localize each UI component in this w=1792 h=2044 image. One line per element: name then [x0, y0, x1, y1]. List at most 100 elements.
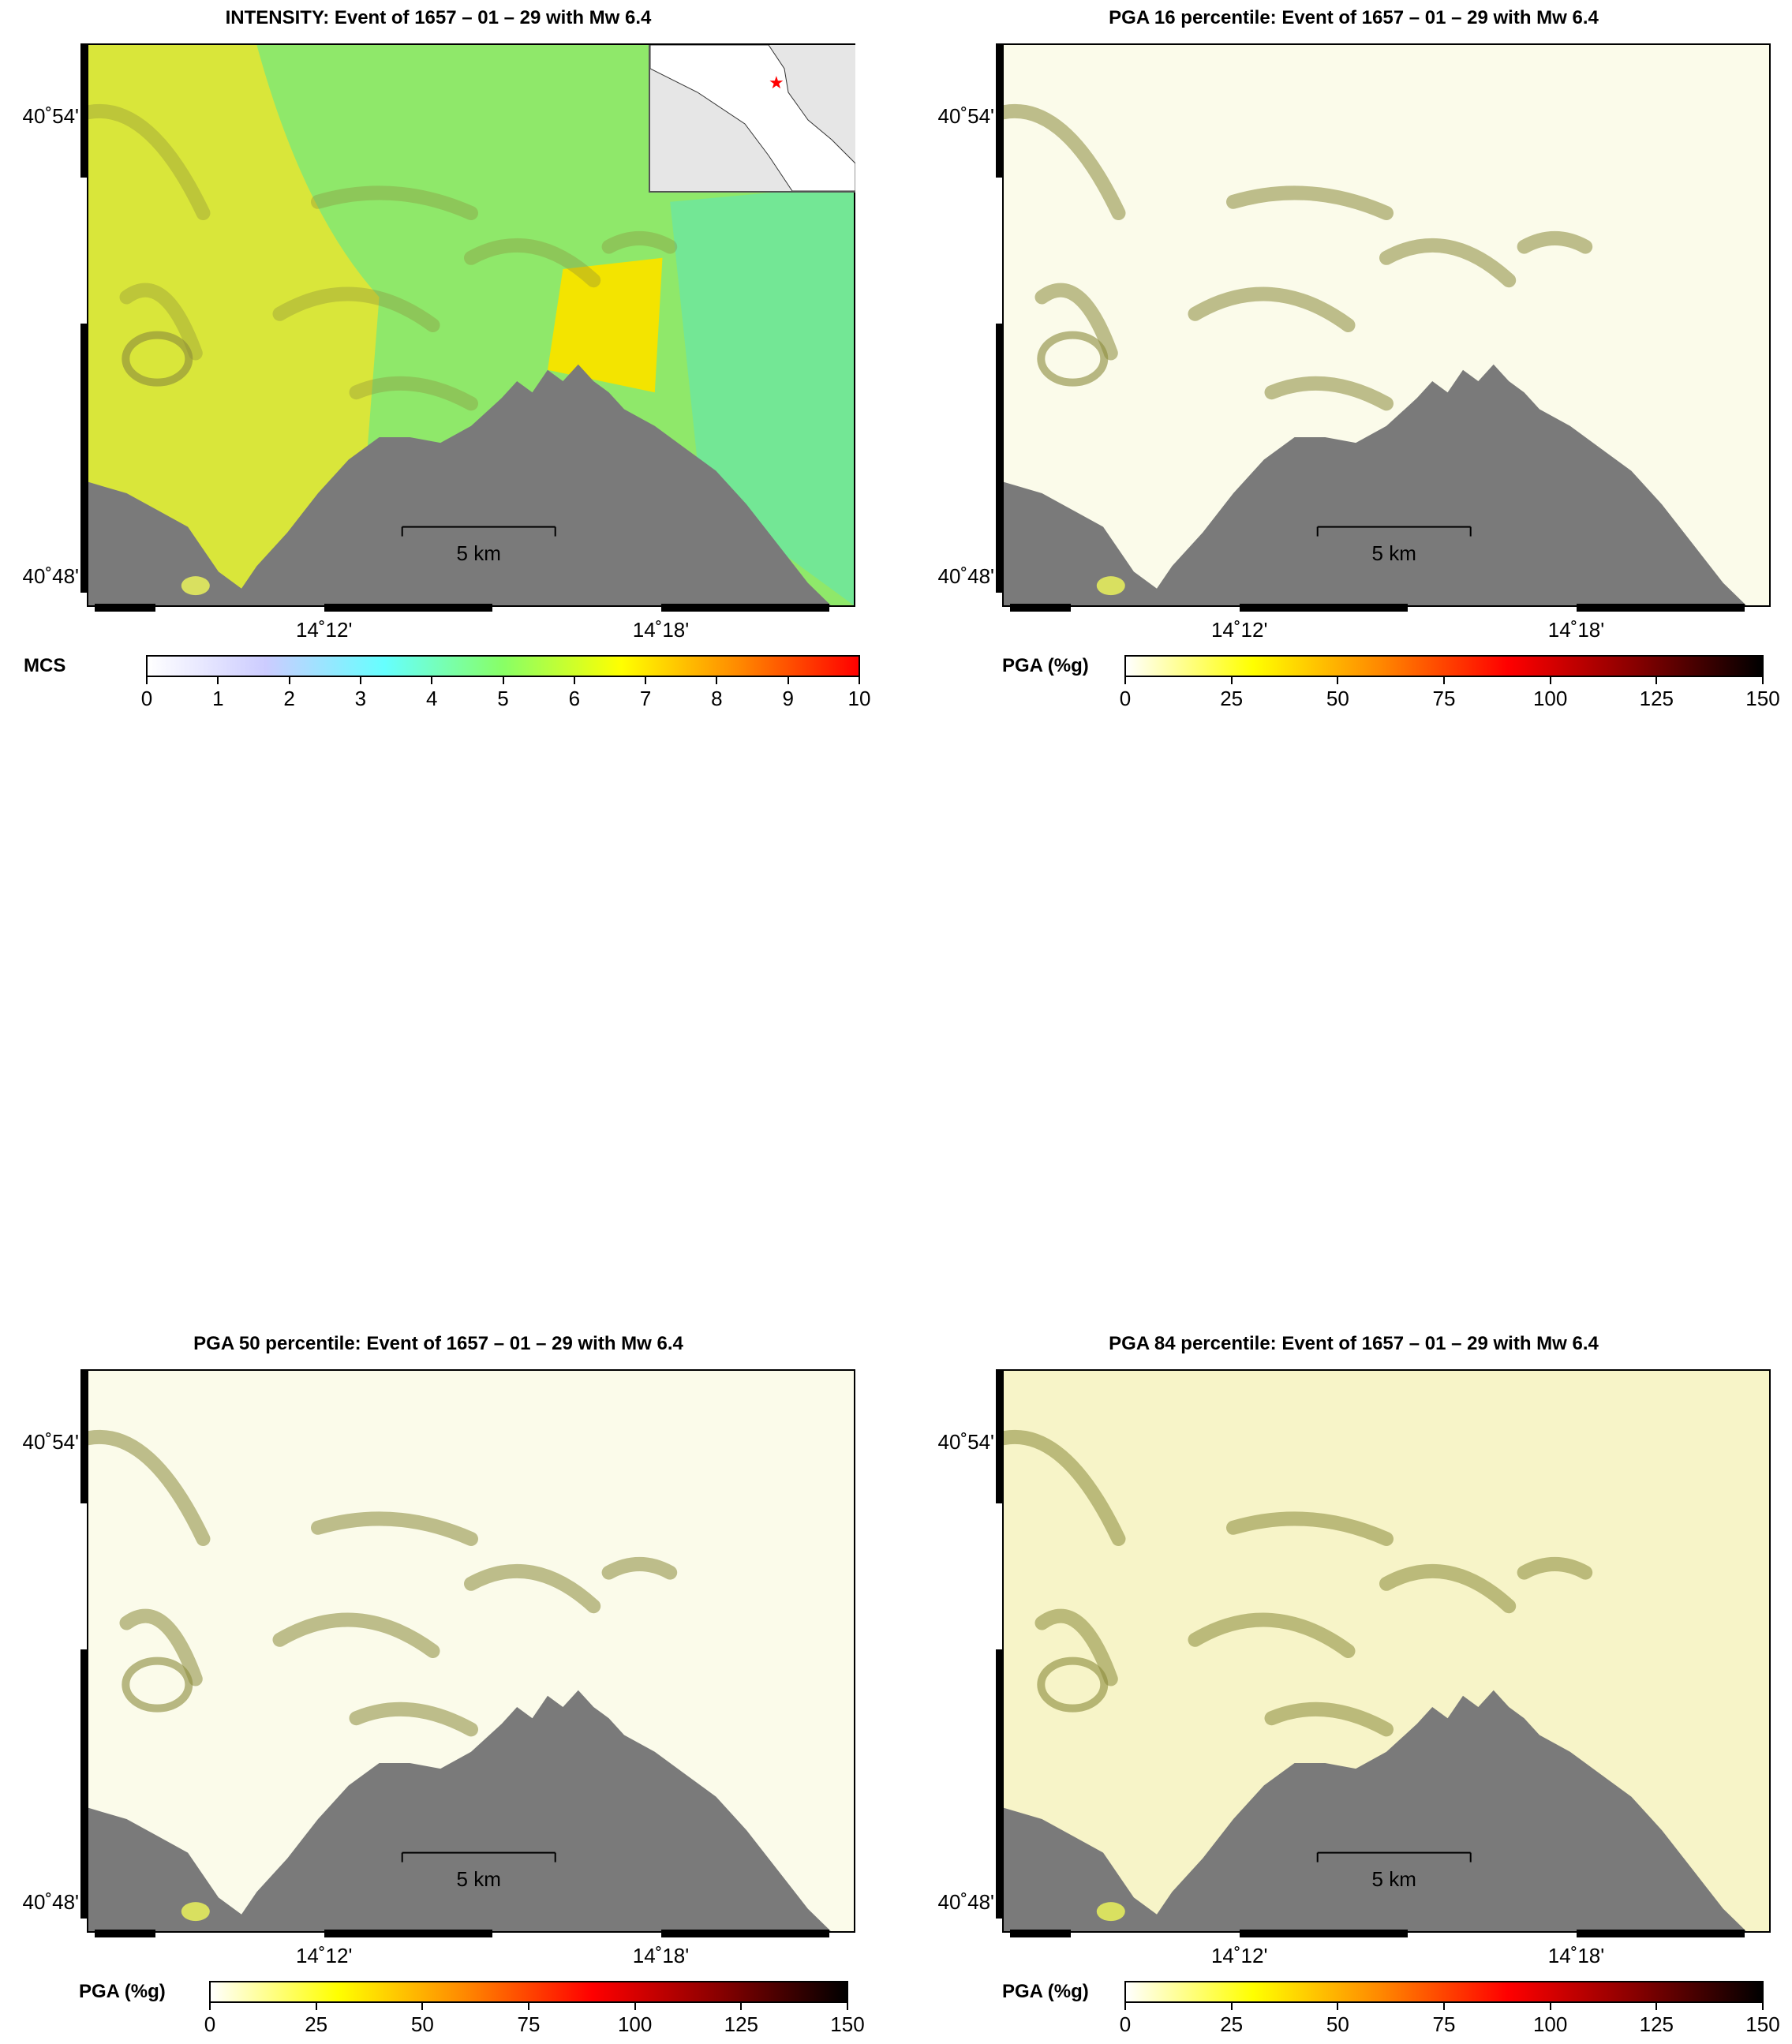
epicenter-star-icon: ★ — [769, 73, 784, 93]
lat-label: 40˚54' — [937, 1430, 994, 1454]
colorbar-tick-label: 25 — [305, 2012, 328, 2036]
scale-bar-label: 5 km — [1371, 541, 1416, 565]
colorbar-tick-label: 3 — [354, 687, 367, 710]
colorbar-tick-label: 150 — [1745, 687, 1780, 710]
lat-label: 40˚48' — [937, 1889, 994, 1914]
terrain-ridge — [88, 1430, 211, 1546]
colorbar-tick-label: 150 — [830, 2012, 865, 2036]
colorbar-tick — [146, 677, 148, 684]
panel-title: INTENSITY: Event of 1657 – 01 – 29 with … — [225, 7, 652, 28]
colorbar-title: PGA (%g) — [79, 1981, 166, 2002]
lon-axis-bar — [87, 1930, 852, 1937]
panel-title: PGA 84 percentile: Event of 1657 – 01 – … — [1109, 1333, 1599, 1354]
terrain-ridge — [601, 1556, 678, 1580]
colorbar-tick-label: 2 — [283, 687, 295, 710]
colorbar-tick — [217, 677, 219, 684]
map-panel-2: PGA 16 percentile: Event of 1657 – 01 – … — [915, 0, 1792, 718]
colorbar-tick — [740, 2003, 743, 2010]
colorbar-tick — [502, 677, 504, 684]
colorbar-tick — [1655, 2003, 1658, 2010]
colorbar-tick-label: 0 — [1119, 2012, 1132, 2036]
colorbar-tick — [1337, 2003, 1339, 2010]
map-area: 5 km — [1002, 1369, 1771, 1933]
colorbar-tick — [421, 2003, 424, 2010]
colorbar-tick-label: 100 — [617, 2012, 653, 2036]
sea-area — [88, 1690, 831, 1931]
colorbar-tick — [573, 677, 575, 684]
lat-axis-bar — [80, 43, 88, 604]
islet — [1096, 1902, 1125, 1922]
colorbar-tick — [645, 677, 647, 684]
colorbar-tick-label: 5 — [497, 687, 509, 710]
terrain-ridge — [1004, 104, 1126, 220]
colorbar-tick-label: 50 — [410, 2012, 434, 2036]
colorbar-tick — [634, 2003, 636, 2010]
colorbar-tick — [1655, 677, 1658, 684]
crater-ring — [122, 1657, 193, 1713]
colorbar-tick-label: 6 — [568, 687, 581, 710]
lat-label: 40˚48' — [22, 563, 79, 588]
colorbar-tick-label: 100 — [1532, 2012, 1568, 2036]
sea-area — [1004, 1690, 1746, 1931]
colorbar-tick — [1230, 677, 1233, 684]
colorbar-tick — [528, 2003, 529, 2010]
map-canvas — [88, 45, 854, 605]
crater-ring — [122, 331, 193, 387]
colorbar-tick-label: 50 — [1326, 687, 1349, 710]
terrain-ridge — [349, 1701, 478, 1737]
terrain-ridge — [1034, 283, 1118, 361]
colorbar-tick — [1549, 677, 1551, 684]
colorbar-tick — [1337, 677, 1339, 684]
colorbar-tick-label: 1 — [212, 687, 224, 710]
terrain-ridge — [349, 376, 478, 411]
colorbar-tick — [431, 677, 433, 684]
colorbar-tick-label: 50 — [1326, 2012, 1349, 2036]
colorbar-tick — [1549, 2003, 1551, 2010]
lat-label: 40˚48' — [937, 563, 994, 588]
lat-label: 40˚54' — [22, 104, 79, 129]
scale-bar-label: 5 km — [456, 541, 501, 565]
colorbar-tick-label: 125 — [1639, 2012, 1674, 2036]
terrain-ridge — [1034, 1608, 1118, 1686]
terrain-ridge — [1517, 1556, 1593, 1580]
lat-axis-bar — [996, 43, 1004, 604]
lat-label: 40˚54' — [22, 1430, 79, 1454]
colorbar-tick-label: 100 — [1532, 687, 1568, 710]
inset-sea — [650, 45, 855, 191]
colorbar-tick — [1762, 677, 1764, 684]
colorbar-tick-label: 150 — [1745, 2012, 1780, 2036]
terrain-ridge — [1188, 1612, 1356, 1658]
terrain-ridge — [1264, 1701, 1394, 1737]
colorbar-tick-label: 0 — [140, 687, 153, 710]
colorbar-tick-label: 8 — [711, 687, 723, 710]
islet — [1096, 576, 1125, 596]
colorbar-tick — [1762, 2003, 1764, 2010]
lat-label: 40˚48' — [22, 1889, 79, 1914]
panel-title: PGA 50 percentile: Event of 1657 – 01 – … — [193, 1333, 683, 1354]
colorbar — [146, 655, 860, 677]
lon-axis-bar — [1002, 1930, 1768, 1937]
map-panel-4: PGA 84 percentile: Event of 1657 – 01 – … — [915, 1326, 1792, 2044]
colorbar-tick — [359, 677, 361, 684]
terrain-ridge — [464, 1563, 601, 1614]
map-canvas — [88, 1371, 854, 1931]
colorbar-title: PGA (%g) — [1002, 655, 1089, 676]
terrain-ridge — [119, 283, 203, 361]
colorbar-tick-label: 75 — [1432, 2012, 1456, 2036]
lon-label: 14˚18' — [632, 618, 690, 642]
colorbar-tick-label: 75 — [1432, 687, 1456, 710]
colorbar-tick — [1443, 677, 1445, 684]
colorbar-tick — [1124, 677, 1126, 684]
terrain-ridge — [119, 1608, 203, 1686]
lon-label: 14˚12' — [1210, 1944, 1268, 1967]
colorbar-tick — [288, 677, 290, 684]
colorbar-tick — [787, 677, 789, 684]
lon-label: 14˚18' — [1547, 618, 1605, 642]
terrain-ridge — [1379, 238, 1517, 288]
terrain-ridge — [272, 1612, 440, 1658]
lat-axis-bar — [996, 1369, 1004, 1930]
terrain-ridge — [1188, 286, 1356, 332]
colorbar-tick-label: 7 — [639, 687, 652, 710]
terrain-ridge — [311, 185, 478, 220]
colorbar-tick — [209, 2003, 211, 2010]
